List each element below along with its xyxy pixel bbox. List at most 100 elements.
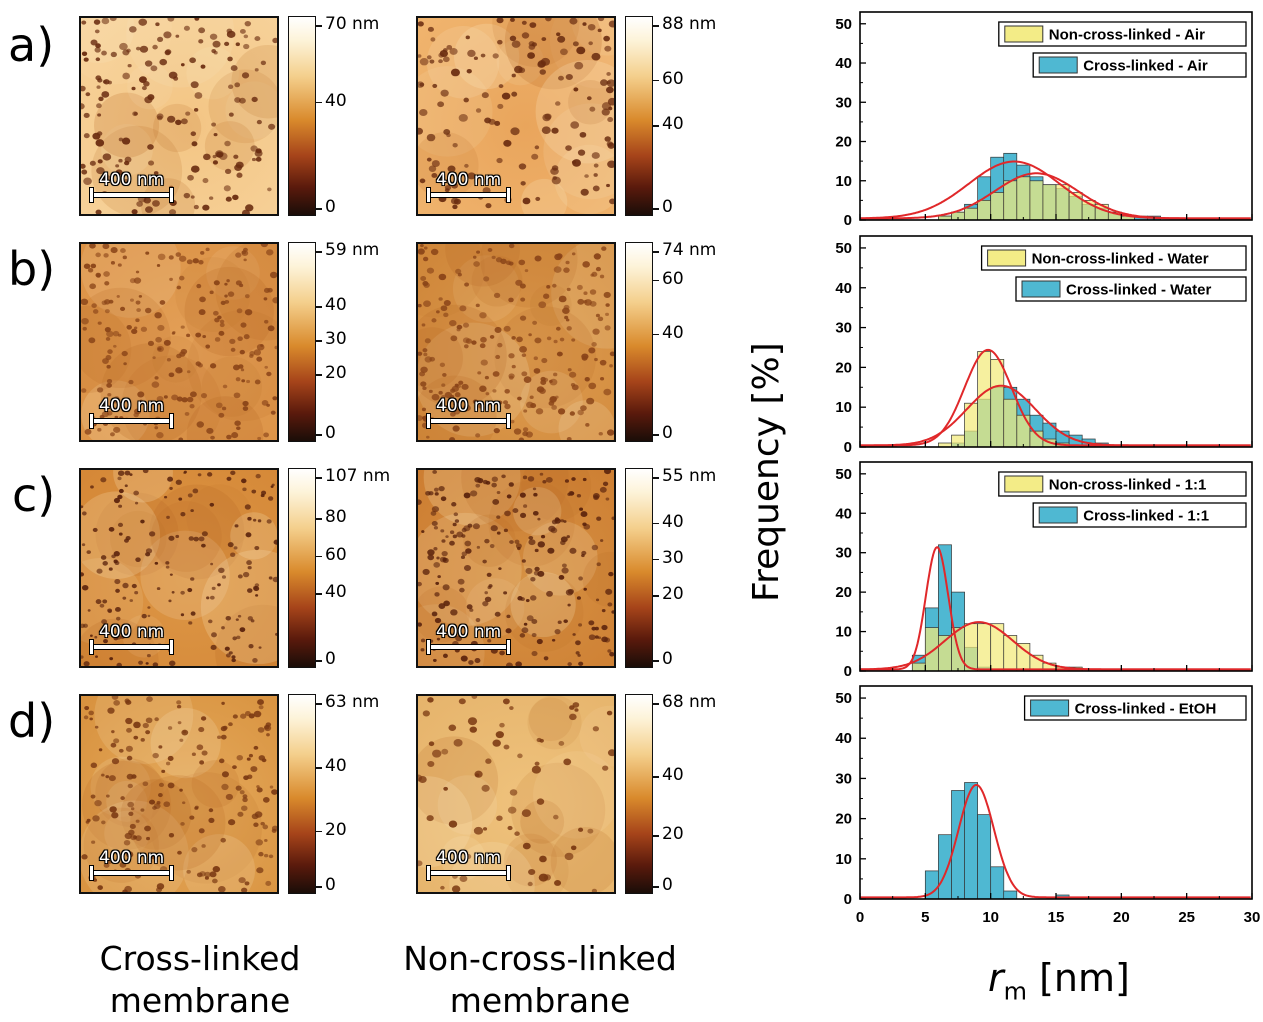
colorbar <box>625 468 653 668</box>
scale-bar-cap-left <box>89 187 94 203</box>
caption-non-cross-linked-line1: Non-cross-linked <box>403 939 677 978</box>
y-tick-label: 20 <box>835 811 852 828</box>
scale-bar: 400 nm <box>89 396 175 430</box>
histogram-bar <box>938 834 952 900</box>
y-tick-label: 10 <box>835 624 852 641</box>
colorbar-tick-mark <box>316 101 322 104</box>
row-label-d: d) <box>8 694 56 748</box>
y-tick-label: 50 <box>835 690 852 707</box>
colorbar-tick-label: 59 nm <box>325 240 380 260</box>
y-tick-label: 10 <box>835 851 852 868</box>
x-tick-label: 20 <box>1113 909 1130 926</box>
colorbar-tick-mark <box>316 340 322 342</box>
colorbar-tick-mark <box>653 835 659 837</box>
histogram-bar <box>964 207 978 221</box>
histogram-bar <box>977 814 992 900</box>
y-tick-label: 0 <box>844 212 852 229</box>
x-axis-unit: [nm] <box>1027 956 1130 1000</box>
y-tick-label: 40 <box>835 55 852 72</box>
colorbar-tick-mark <box>653 660 659 662</box>
colorbar-tick-label: 0 <box>662 875 673 895</box>
scale-bar-cap-left <box>89 413 94 429</box>
scale-bar-cap-right <box>506 639 511 655</box>
colorbar-tick-mark <box>316 434 322 436</box>
colorbar-tick-mark <box>316 25 322 27</box>
scale-bar-cap-right <box>506 413 511 429</box>
legend-swatch <box>1038 56 1078 74</box>
scale-bar: 400 nm <box>89 622 175 656</box>
histogram-bar <box>1003 180 1018 221</box>
colorbar-tick-label: 20 <box>662 824 684 845</box>
row-label-a: a) <box>8 18 55 72</box>
colorbar-tick-label: 88 nm <box>662 14 717 34</box>
afm-image-row2-cross-linked: 400 nm <box>79 242 279 442</box>
scale-bar-label: 400 nm <box>99 170 165 190</box>
y-tick-label: 0 <box>844 439 852 456</box>
colorbar-tick-label: 40 <box>325 582 347 603</box>
histogram-bar <box>1003 890 1018 900</box>
colorbar-tick-mark <box>653 886 659 888</box>
histogram-panel: 0 10 20 30 40 50 Non-cross-linked - Water Cross… <box>835 235 1253 456</box>
histogram-panel: 0 10 20 30 40 50 Non-cross-linked - 1:1 Cross-l… <box>835 461 1253 680</box>
colorbar-tick-mark <box>653 434 659 436</box>
colorbar-tick-label: 107 nm <box>325 466 391 486</box>
scale-bar: 400 nm <box>89 848 175 882</box>
colorbar <box>288 16 316 216</box>
caption-cross-linked-line2: membrane <box>109 981 291 1020</box>
scale-bar: 400 nm <box>426 170 512 204</box>
histogram-bar <box>990 866 1005 900</box>
x-axis-symbol: r <box>988 956 1004 1000</box>
scale-bar-cap-left <box>426 865 431 881</box>
y-tick-label: 30 <box>835 770 852 787</box>
colorbar-tick-mark <box>316 830 322 832</box>
x-tick-label: 25 <box>1178 909 1195 926</box>
y-tick-label: 40 <box>835 505 852 522</box>
colorbar-tick-label: 60 <box>662 68 684 89</box>
colorbar-tick-mark <box>316 306 322 308</box>
colorbar-tick-label: 40 <box>325 90 347 111</box>
scale-bar-cap-right <box>506 865 511 881</box>
colorbar-tick-mark <box>316 703 322 705</box>
histogram-bar <box>951 790 965 900</box>
colorbar-tick-mark <box>653 776 659 778</box>
afm-height-map <box>418 696 614 892</box>
y-tick-label: 30 <box>835 545 852 562</box>
y-tick-label: 30 <box>835 94 852 111</box>
colorbar-tick-mark <box>653 279 659 282</box>
legend-label: Non-cross-linked - 1:1 <box>1049 477 1207 494</box>
histogram-bar <box>1016 176 1031 221</box>
legend-swatch <box>1021 280 1061 298</box>
colorbar-tick-mark <box>316 886 322 888</box>
afm-image-row1-non-cross-linked: 400 nm <box>416 16 616 216</box>
colorbar-tick-label: 0 <box>662 423 673 443</box>
scale-bar-cap-left <box>89 865 94 881</box>
scale-bar-label: 400 nm <box>436 396 502 416</box>
y-tick-label: 50 <box>835 466 852 483</box>
colorbar <box>625 16 653 216</box>
scale-bar-cap-left <box>89 639 94 655</box>
scale-bar-label: 400 nm <box>99 622 165 642</box>
colorbar-tick-label: 70 nm <box>325 14 380 34</box>
histogram-bar <box>990 192 1005 221</box>
x-tick-label: 0 <box>856 909 864 926</box>
histogram-bar <box>977 351 992 448</box>
colorbar-tick-mark <box>316 251 322 253</box>
afm-height-map <box>81 18 277 214</box>
histogram-bar <box>1003 398 1018 448</box>
colorbar <box>288 242 316 442</box>
colorbar-tick-label: 40 <box>662 322 684 343</box>
fit-curve <box>860 384 1251 447</box>
colorbar-tick-mark <box>316 555 322 558</box>
colorbar-tick-mark <box>316 660 322 662</box>
histogram-bar <box>1029 180 1044 221</box>
caption-non-cross-linked-line2: membrane <box>449 981 631 1020</box>
y-tick-label: 50 <box>835 240 852 257</box>
histogram-bar <box>1016 414 1031 448</box>
scale-bar-cap-left <box>426 413 431 429</box>
legend-swatch <box>987 249 1027 267</box>
caption-non-cross-linked: Non-cross-linked membrane <box>370 938 710 1022</box>
colorbar-tick-label: 0 <box>325 649 336 669</box>
colorbar-tick-mark <box>316 767 322 769</box>
